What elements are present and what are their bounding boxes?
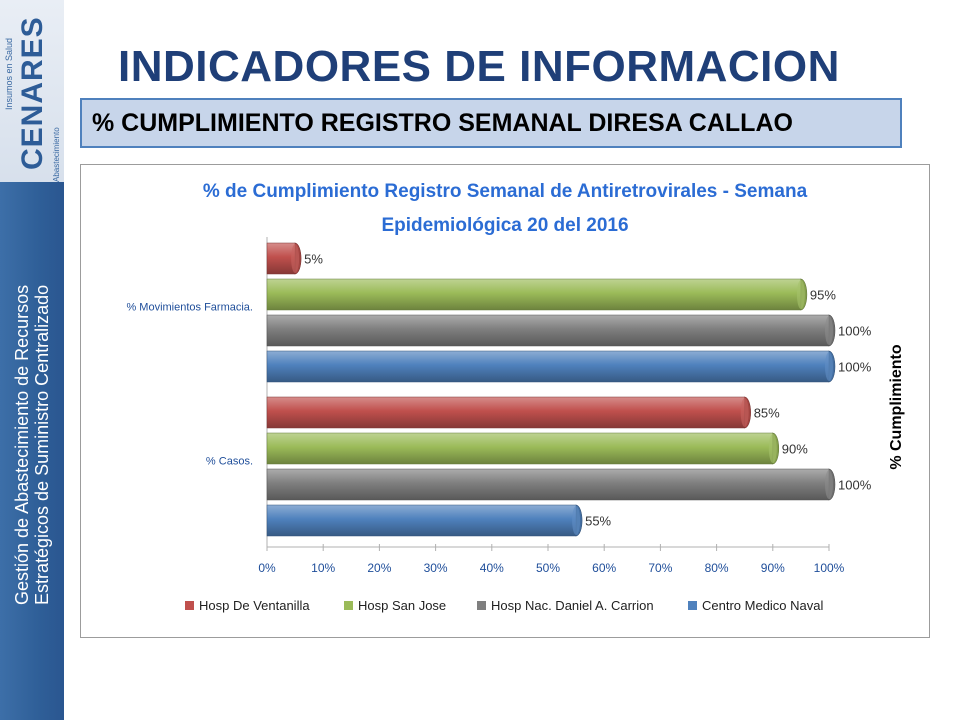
cenares-logo: Insumos en Salud CENARES Abastecimiento xyxy=(0,0,64,182)
x-tick-label: 40% xyxy=(480,561,504,575)
subtitle-box: % CUMPLIMIENTO REGISTRO SEMANAL DIRESA C… xyxy=(80,98,902,148)
x-tick-label: 20% xyxy=(367,561,391,575)
bar-data-label: 100% xyxy=(838,324,872,339)
sidebar-line-2: Estratégicos de Suministro Centralizado xyxy=(32,284,52,605)
logo-text: CENARES xyxy=(16,16,49,170)
chart-title-line-1: % de Cumplimiento Registro Semanal de An… xyxy=(203,181,808,202)
legend-label: Centro Medico Naval xyxy=(702,598,823,613)
sidebar-line-1: Gestión de Abastecimiento de Recursos xyxy=(12,284,32,605)
category-label: % Movimientos Farmacia. xyxy=(126,302,253,314)
bar xyxy=(266,350,830,383)
legend-label: Hosp De Ventanilla xyxy=(199,598,310,613)
bar xyxy=(266,468,830,501)
chart-frame: % de Cumplimiento Registro Semanal de An… xyxy=(80,164,930,638)
bar-data-label: 100% xyxy=(838,360,872,375)
logo-top-text: Insumos en Salud xyxy=(4,37,14,110)
bar xyxy=(266,242,296,275)
legend-swatch xyxy=(477,601,486,610)
bar-end-highlight xyxy=(572,506,581,535)
category-label: % Casos. xyxy=(206,456,253,468)
legend-swatch xyxy=(344,601,353,610)
page-subtitle: % CUMPLIMIENTO REGISTRO SEMANAL DIRESA C… xyxy=(92,108,793,137)
x-tick-label: 80% xyxy=(705,561,729,575)
bar-data-label: 95% xyxy=(810,288,836,303)
bar-end-highlight xyxy=(825,352,833,381)
legend-label: Hosp Nac. Daniel A. Carrion xyxy=(491,598,654,613)
legend-label: Hosp San Jose xyxy=(358,598,446,613)
bar xyxy=(266,314,830,347)
x-tick-label: 90% xyxy=(761,561,785,575)
y-axis-label: % Cumplimiento xyxy=(888,344,905,470)
chart-title-line-2: Epidemiológica 20 del 2016 xyxy=(381,215,628,236)
x-tick-label: 70% xyxy=(648,561,672,575)
bar xyxy=(266,278,802,311)
bar xyxy=(266,504,577,537)
bar-end-highlight xyxy=(768,434,777,463)
bar-end-highlight xyxy=(825,470,833,499)
bar xyxy=(266,396,745,429)
bar-end-highlight xyxy=(796,280,805,309)
legend-swatch xyxy=(185,601,194,610)
bar-end-highlight xyxy=(825,316,833,345)
x-tick-label: 0% xyxy=(258,561,276,575)
bar-data-label: 85% xyxy=(754,406,780,421)
bar xyxy=(266,432,774,465)
x-tick-label: 30% xyxy=(424,561,448,575)
bar-chart: % de Cumplimiento Registro Semanal de An… xyxy=(126,181,905,613)
x-tick-label: 50% xyxy=(536,561,560,575)
page-title: INDICADORES DE INFORMACION xyxy=(118,42,840,91)
sidebar: Insumos en Salud CENARES Abastecimiento … xyxy=(0,0,64,720)
bar-end-highlight xyxy=(740,398,749,427)
legend-swatch xyxy=(688,601,697,610)
bar-end-highlight xyxy=(291,244,300,273)
logo-bottom-text: Abastecimiento xyxy=(52,127,61,182)
x-tick-label: 100% xyxy=(814,561,845,575)
x-tick-label: 60% xyxy=(592,561,616,575)
bar-data-label: 55% xyxy=(585,514,611,529)
x-tick-label: 10% xyxy=(311,561,335,575)
bar-data-label: 100% xyxy=(838,478,872,493)
bar-data-label: 90% xyxy=(782,442,808,457)
bar-data-label: 5% xyxy=(304,252,323,267)
